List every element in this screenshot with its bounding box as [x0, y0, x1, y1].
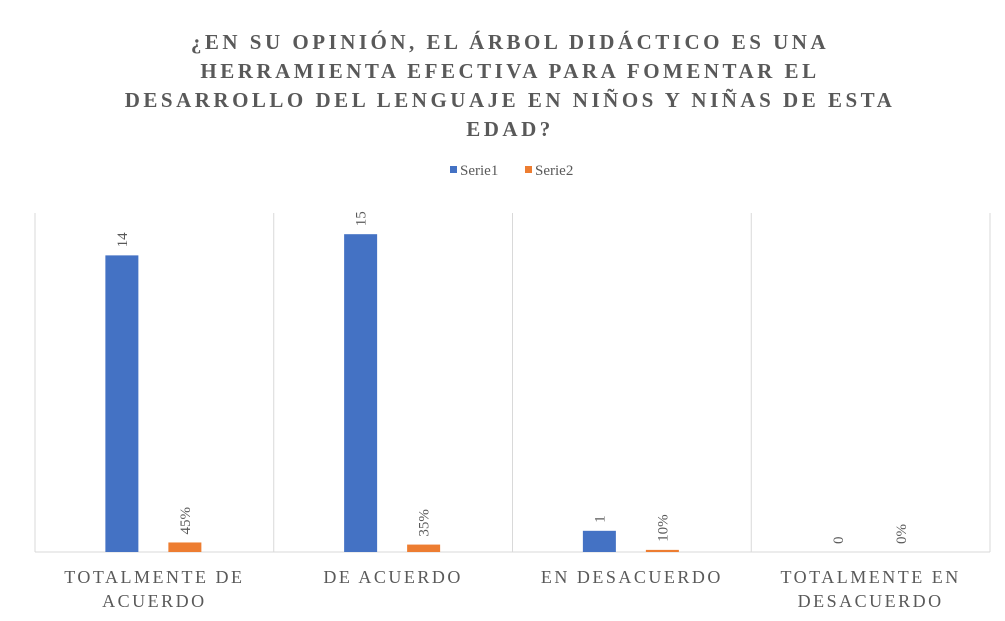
legend-swatch [450, 166, 457, 173]
legend-swatch [525, 166, 532, 173]
data-label: 45% [178, 507, 194, 535]
data-label: 15 [354, 211, 370, 226]
bar [105, 255, 139, 552]
x-tick-label: DE ACUERDO [323, 567, 463, 587]
legend-label: Serie2 [535, 163, 573, 179]
data-label: 1 [592, 515, 608, 523]
x-tick-label: TOTALMENTE EN DESACUERDO [780, 567, 961, 611]
data-label: 14 [115, 232, 131, 248]
data-label: 0 [831, 537, 847, 545]
data-label: 0% [894, 524, 910, 544]
bar [344, 234, 378, 552]
x-tick-label: TOTALMENTE DE ACUERDO [64, 567, 245, 611]
data-label: 35% [417, 509, 433, 537]
legend-label: Serie1 [460, 163, 498, 179]
bar [168, 542, 202, 552]
bar [582, 530, 616, 552]
chart-title: ¿EN SU OPINIÓN, EL ÁRBOL DIDÁCTICO ES UN… [124, 30, 896, 141]
bar [645, 549, 679, 552]
x-tick-label: EN DESACUERDO [540, 567, 723, 587]
data-label: 10% [655, 514, 671, 542]
bar [407, 544, 441, 552]
